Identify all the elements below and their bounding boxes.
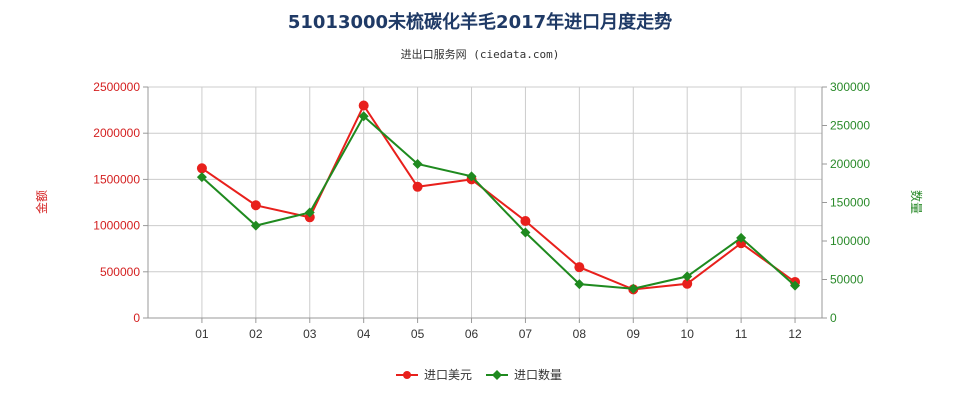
- legend-label-usd: 进口美元: [424, 368, 472, 382]
- x-tick-label: 03: [303, 327, 317, 341]
- legend-dot-qty: [492, 370, 502, 380]
- data-point-qty: [358, 111, 369, 122]
- data-point-qty: [628, 283, 639, 294]
- data-point-qty: [790, 280, 801, 291]
- x-tick-label: 11: [735, 327, 748, 341]
- y-right-tick-label: 0: [830, 311, 837, 325]
- x-tick-label: 12: [788, 327, 802, 341]
- data-point-qty: [304, 207, 315, 218]
- x-tick-label: 02: [249, 327, 263, 341]
- y-left-tick-label: 1500000: [93, 172, 140, 186]
- y-right-tick-label: 150000: [830, 196, 870, 210]
- data-point-usd: [520, 215, 531, 226]
- data-point-qty: [574, 279, 585, 290]
- x-tick-label: 07: [519, 327, 533, 341]
- y-axis-right-label: 数量: [909, 190, 924, 214]
- series: [196, 100, 801, 295]
- chart-subtitle: 进出口服务网 (ciedata.com): [401, 47, 560, 61]
- x-tick-label: 09: [627, 327, 641, 341]
- y-right-tick-label: 200000: [830, 157, 870, 171]
- y-left-tick-label: 2000000: [93, 126, 140, 140]
- data-point-usd: [250, 200, 261, 211]
- y-axis-left-label: 金额: [34, 190, 49, 214]
- y-left-tick-label: 1000000: [93, 219, 140, 233]
- series-line-qty: [201, 114, 796, 290]
- data-point-qty: [682, 271, 693, 282]
- x-tick-label: 10: [681, 327, 695, 341]
- grid: [148, 86, 822, 319]
- legend-dot-usd: [403, 371, 411, 379]
- y-left-tick-label: 500000: [100, 265, 140, 279]
- data-point-qty: [250, 220, 261, 231]
- x-tick-label: 04: [357, 327, 371, 341]
- y-right-tick-label: 100000: [830, 234, 870, 248]
- data-point-usd: [358, 100, 369, 111]
- x-tick-label: 06: [465, 327, 479, 341]
- y-left-tick-label: 0: [133, 311, 140, 325]
- data-point-usd: [412, 181, 423, 192]
- axes: 0 500000 1000000 1500000 2000000 2500000 0 5000…: [93, 80, 870, 341]
- data-point-usd: [682, 278, 693, 289]
- legend: 进口美元 进口数量: [396, 367, 562, 382]
- data-point-qty: [520, 227, 531, 238]
- chart-title: 51013000未梳碳化羊毛2017年进口月度走势: [288, 11, 672, 33]
- data-point-qty: [736, 232, 747, 243]
- y-right-tick-label: 50000: [830, 273, 864, 287]
- y-right-tick-label: 300000: [830, 80, 870, 94]
- data-point-usd: [196, 163, 207, 174]
- legend-label-qty: 进口数量: [514, 367, 562, 382]
- y-left-tick-label: 2500000: [93, 80, 140, 94]
- x-tick-label: 05: [411, 327, 425, 341]
- y-right-tick-label: 250000: [830, 119, 870, 133]
- data-point-qty: [196, 172, 207, 183]
- data-point-qty: [466, 171, 477, 182]
- data-point-usd: [574, 262, 585, 273]
- x-tick-label: 08: [573, 327, 587, 341]
- x-tick-label: 01: [195, 327, 209, 341]
- data-point-qty: [412, 159, 423, 169]
